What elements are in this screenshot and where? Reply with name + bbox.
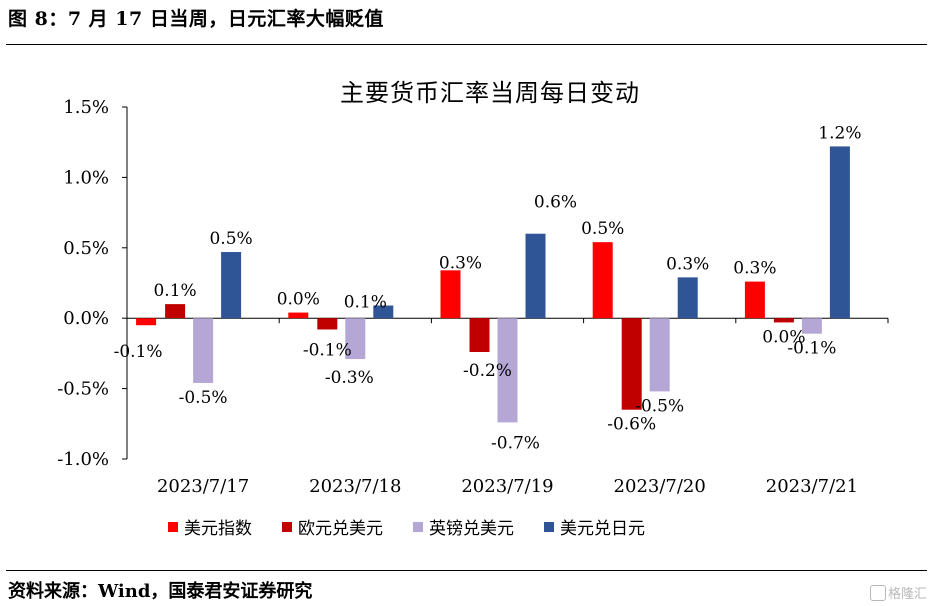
data-label: -0.1%	[787, 339, 836, 359]
watermark-logo-icon	[869, 585, 886, 601]
data-label: 0.6%	[534, 193, 577, 213]
top-divider	[6, 44, 927, 45]
bar-0-2	[440, 270, 461, 319]
data-label: 0.3%	[439, 253, 482, 273]
legend-item: 欧元兑美元	[282, 514, 383, 539]
legend-swatch	[168, 521, 178, 532]
bottom-divider	[6, 570, 927, 571]
x-tick-label: 2023/7/21	[766, 476, 858, 497]
bar-1-3	[621, 318, 642, 410]
data-label: 0.1%	[153, 281, 196, 301]
data-label: 0.5%	[581, 219, 624, 239]
legend-swatch	[282, 521, 292, 532]
legend-label: 美元指数	[184, 519, 252, 539]
data-label: -0.6%	[607, 415, 656, 435]
legend-item: 英镑兑美元	[413, 514, 514, 539]
data-label: -0.3%	[325, 368, 374, 388]
data-label: 0.5%	[209, 229, 252, 249]
x-tick-label: 2023/7/20	[614, 476, 706, 497]
bar-0-3	[592, 242, 613, 319]
bar-3-1	[373, 305, 394, 319]
legend-label: 英镑兑美元	[429, 519, 514, 539]
x-tick-label: 2023/7/17	[157, 476, 249, 497]
data-label: 0.0%	[277, 290, 320, 310]
data-label: -0.1%	[303, 340, 352, 360]
y-tick-label: 1.5%	[63, 97, 109, 118]
legend-item: 美元兑日元	[544, 514, 645, 539]
data-label: -0.7%	[491, 433, 540, 453]
legend-swatch	[544, 521, 554, 532]
bar-1-2	[469, 318, 490, 352]
bar-3-3	[677, 277, 698, 319]
bar-1-4	[773, 318, 794, 323]
data-label: -0.5%	[179, 388, 228, 408]
bar-0-0	[136, 318, 157, 326]
bar-2-3	[649, 318, 670, 392]
x-tick-label: 2023/7/19	[461, 476, 553, 497]
bar-2-1	[345, 318, 366, 360]
data-label: -0.2%	[463, 361, 512, 381]
bar-0-4	[744, 281, 765, 319]
data-label: 0.3%	[666, 254, 709, 274]
watermark: 格隆汇	[869, 583, 927, 602]
data-label: 1.2%	[818, 123, 861, 143]
chart-bars	[136, 146, 850, 423]
bar-1-1	[317, 318, 338, 330]
figure-title: 图 8：7 月 17 日当周，日元汇率大幅贬值	[8, 8, 384, 30]
bar-3-4	[829, 146, 850, 319]
legend-swatch	[413, 521, 423, 532]
watermark-text: 格隆汇	[887, 587, 927, 602]
chart-legend: 美元指数 欧元兑美元 英镑兑美元 美元兑日元	[168, 514, 675, 539]
bar-2-2	[497, 318, 518, 423]
x-tick-label: 2023/7/18	[309, 476, 401, 497]
bar-3-0	[221, 252, 242, 319]
y-tick-label: -0.5%	[57, 379, 109, 400]
data-label: -0.1%	[114, 342, 163, 362]
y-tick-label: 0.5%	[63, 238, 109, 259]
y-tick-label: 1.0%	[63, 167, 109, 188]
bar-0-1	[288, 312, 309, 319]
data-label: 0.3%	[733, 259, 776, 279]
legend-label: 欧元兑美元	[298, 519, 383, 539]
legend-label: 美元兑日元	[560, 519, 645, 539]
source-note: 资料来源：Wind，国泰君安证券研究	[8, 581, 313, 602]
bar-2-0	[193, 318, 214, 383]
legend-item: 美元指数	[168, 514, 252, 539]
y-tick-label: 0.0%	[63, 308, 109, 329]
data-label: -0.5%	[635, 396, 684, 416]
data-label: 0.1%	[344, 293, 387, 313]
data-labels: -0.1%0.0%0.3%0.5%0.3%0.1%-0.1%-0.2%-0.6%…	[114, 123, 862, 453]
bar-1-0	[165, 304, 186, 319]
chart-title: 主要货币汇率当周每日变动	[340, 79, 640, 107]
bar-3-2	[525, 233, 546, 319]
bar-2-4	[801, 318, 822, 334]
data-label: 0.0%	[762, 327, 805, 347]
y-tick-label: -1.0%	[57, 449, 109, 470]
